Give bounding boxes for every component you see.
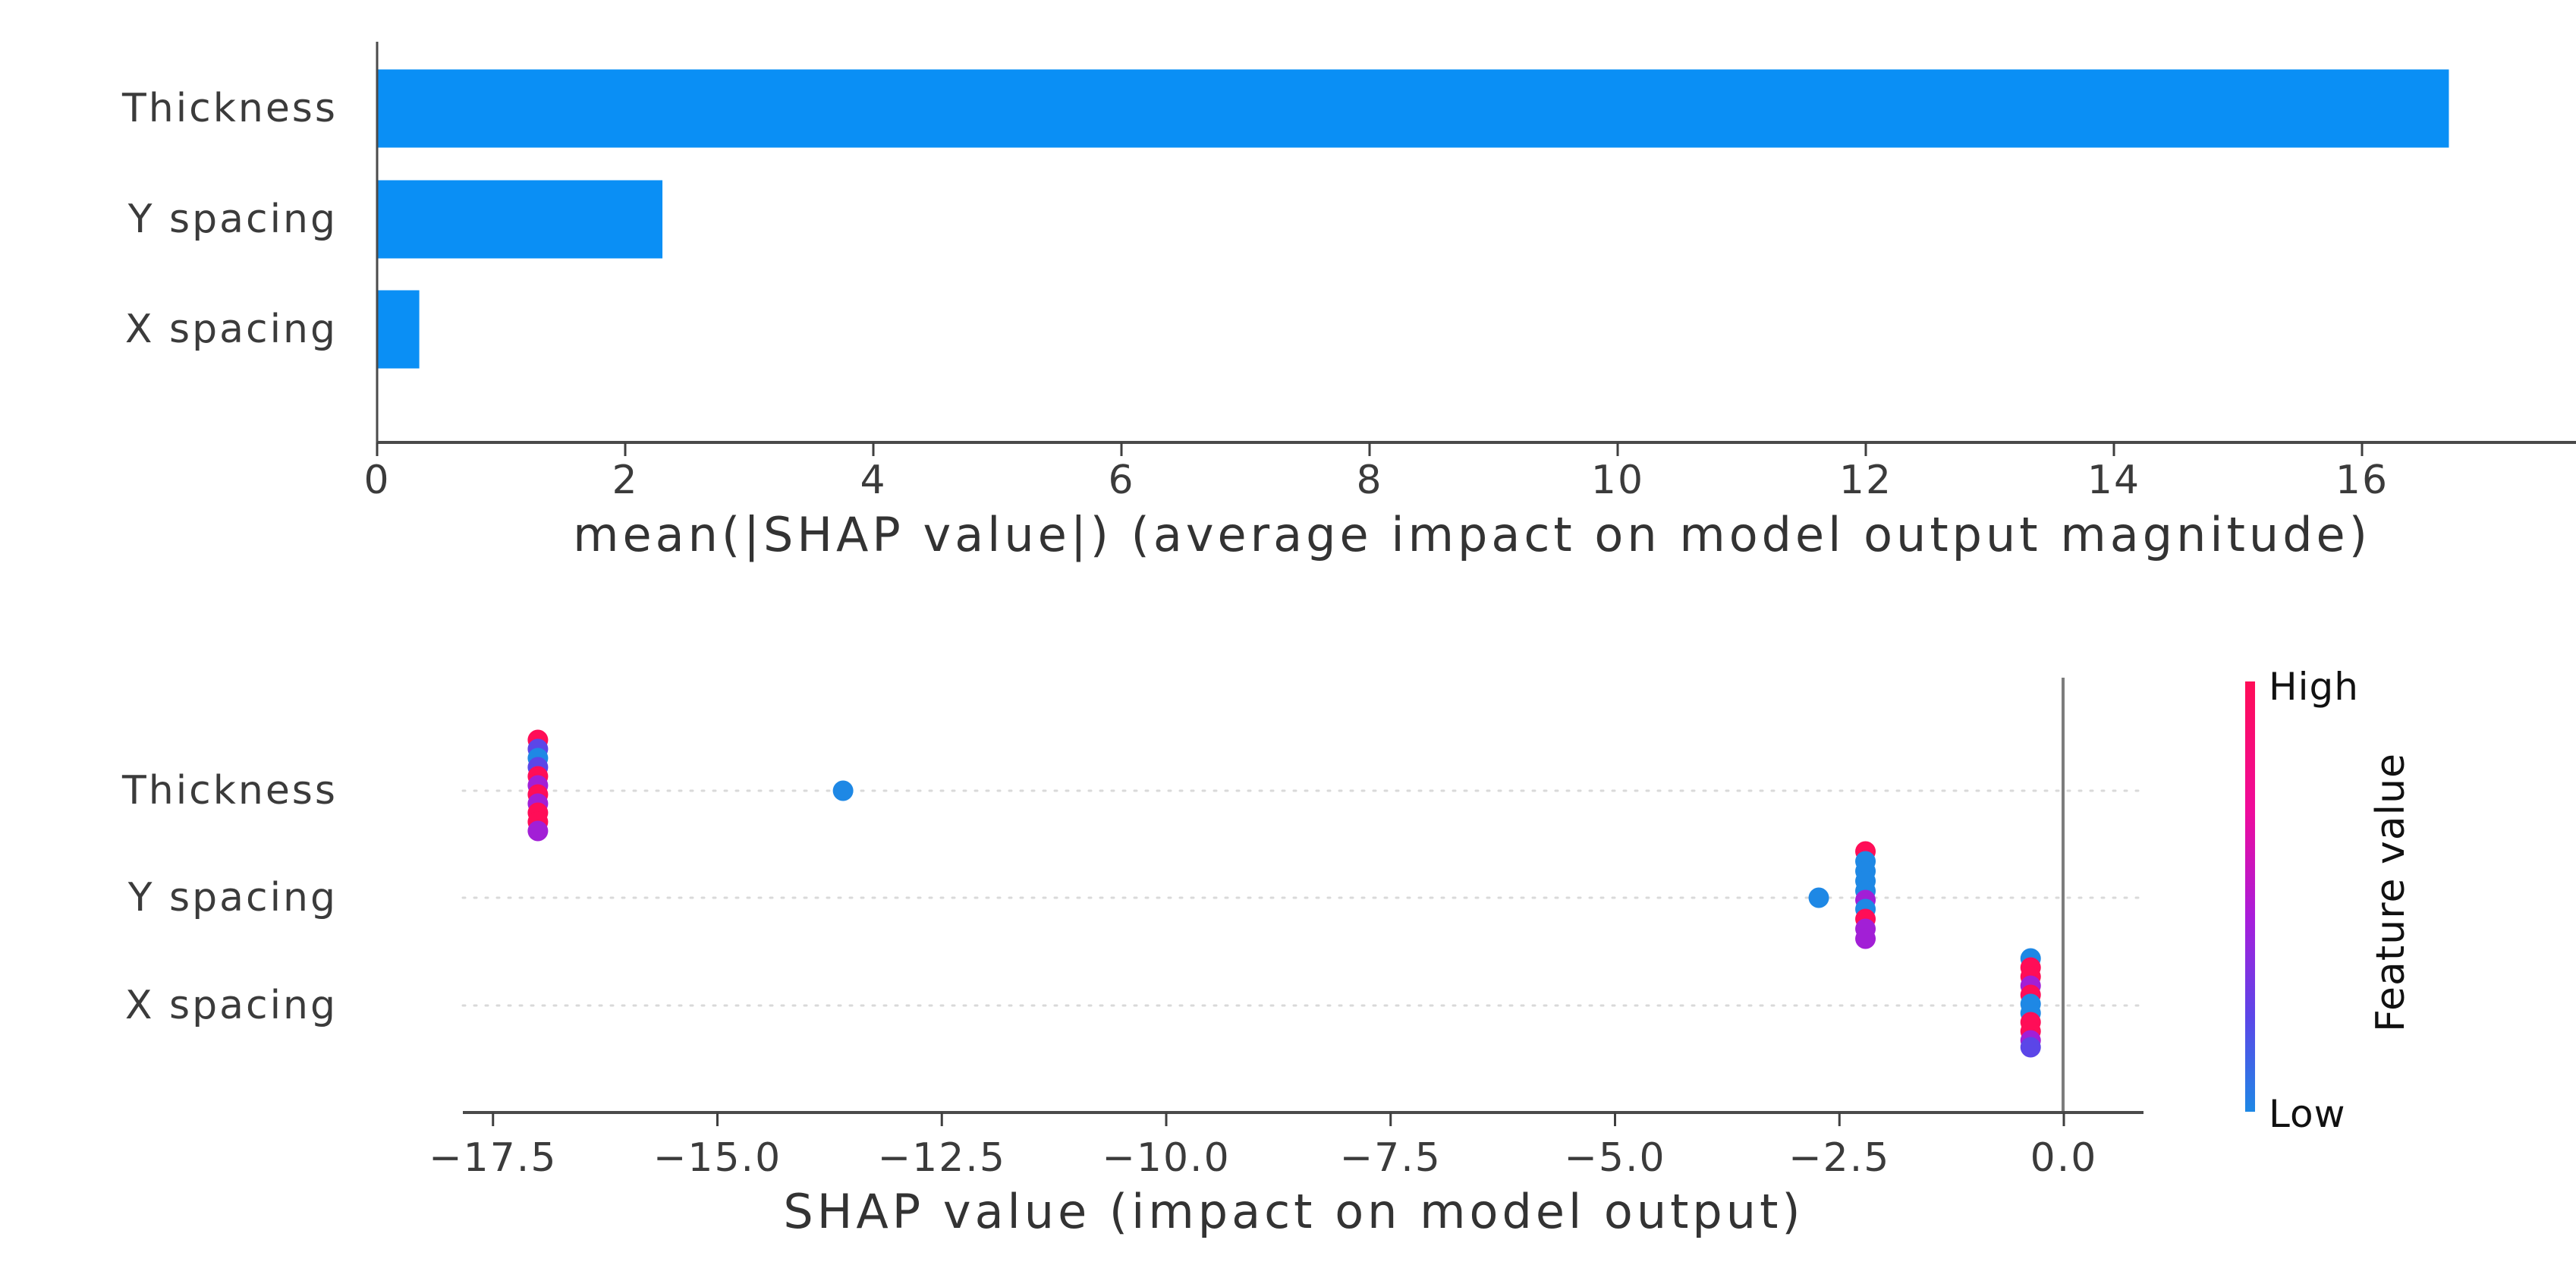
bar-x-tick-label: 12 [1839,458,1892,503]
shap-dot-y-spacing [1808,887,1829,908]
bar-x-tick-label: 14 [2087,458,2140,503]
beeswarm-x-tick-label: −15.0 [653,1135,782,1181]
bar-x-spacing [377,290,420,369]
bar-x-tick-label: 16 [2335,458,2389,503]
bar-thickness [377,69,2449,148]
beeswarm-x-tick-label: −5.0 [1564,1135,1665,1181]
bar-x-tick-label: 0 [363,458,390,503]
colorbar-title: Feature value [2368,753,2414,1032]
colorbar-high-label: High [2269,665,2359,709]
bar-x-tick-label: 4 [860,458,886,503]
beeswarm-dots [527,729,2041,1058]
beeswarm-feature-label: Y spacing [127,875,338,921]
beeswarm-x-tick-label: 0.0 [2030,1135,2098,1181]
shap-dot-thickness [527,820,549,842]
beeswarm-feature-label: Thickness [121,768,338,814]
beeswarm-x-tick-label: −10.0 [1102,1135,1230,1181]
shap-dot-y-spacing [1855,928,1876,949]
beeswarm-x-tick-label: −17.5 [429,1135,557,1181]
beeswarm-gridlines [461,678,2145,1113]
shap-dot-x-spacing [2020,1037,2041,1058]
bar-xaxis-title: mean(|SHAP value|) (average impact on mo… [573,507,2371,563]
beeswarm-feature-label: X spacing [125,983,338,1028]
beeswarm-xaxis-title: SHAP value (impact on model output) [783,1184,1804,1239]
bar-chart [377,69,2449,369]
bar-x-tick-label: 10 [1591,458,1644,503]
colorbar [2245,681,2255,1112]
bar-x-tick-label: 6 [1108,458,1134,503]
colorbar-low-label: Low [2269,1092,2345,1136]
bar-y-spacing [377,180,663,259]
bar-x-tick-label: 8 [1356,458,1382,503]
bar-category-label: X spacing [125,307,338,352]
beeswarm-x-tick-label: −2.5 [1788,1135,1890,1181]
beeswarm-x-tick-label: −12.5 [878,1135,1006,1181]
beeswarm-x-tick-label: −7.5 [1340,1135,1442,1181]
tick-and-feature-labels: Thickness Y spacing X spacing 0 2 4 6 8 10 12 14 16… [121,86,2389,1181]
bar-category-label: Y spacing [127,197,338,242]
axes-spines-ticks [376,42,2576,1126]
shap-dot-thickness [832,780,854,801]
bar-x-tick-label: 2 [612,458,638,503]
bar-category-label: Thickness [121,86,338,131]
